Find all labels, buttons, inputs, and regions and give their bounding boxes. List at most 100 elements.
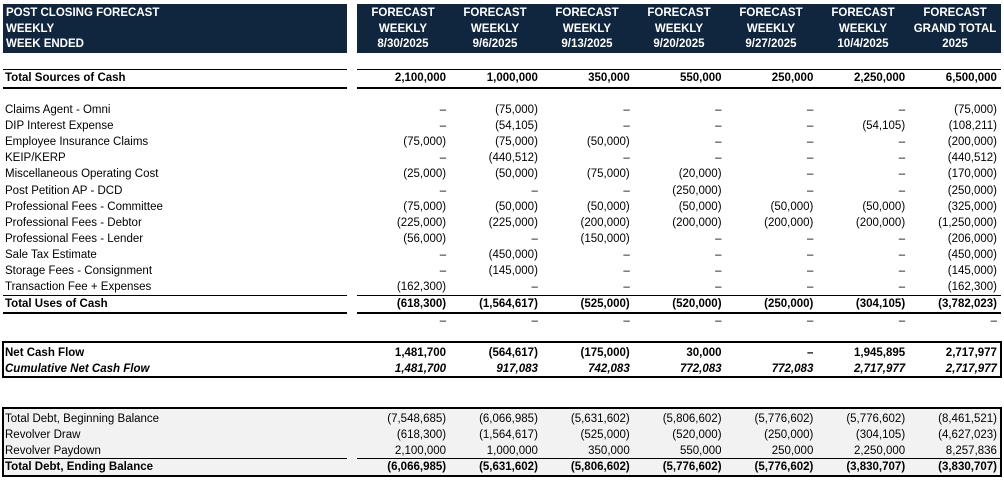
- cell-value: –: [623, 281, 630, 294]
- column-header: FORECAST WEEKLY 9/6/2025: [449, 4, 541, 53]
- cell-value: (1,564,617): [479, 429, 538, 441]
- cell-value: (520,000): [672, 298, 722, 310]
- cell-value: –: [531, 232, 538, 245]
- debt-row: Total Debt, Beginning Balance (7,548,685)…: [3, 411, 1001, 427]
- divider: [357, 295, 1001, 296]
- column-header-line: WEEKLY: [746, 22, 796, 35]
- cell-value: (304,105): [855, 429, 906, 441]
- cell-value: (75,000): [403, 136, 447, 149]
- row-label: Post Petition AP - DCD: [5, 184, 123, 197]
- cell-value: (54,105): [862, 120, 906, 133]
- cell-value: 1,481,700: [394, 347, 447, 359]
- cell-value: –: [623, 248, 630, 261]
- cell-value: –: [806, 104, 814, 116]
- cell-value: –: [898, 265, 906, 277]
- cell-value: 550,000: [679, 445, 722, 457]
- cell-value: –: [715, 315, 722, 327]
- column-header: FORECAST WEEKLY 9/27/2025: [725, 4, 817, 53]
- row-label: Net Cash Flow: [5, 347, 85, 359]
- cell-value: –: [898, 104, 906, 116]
- cell-value: (250,000): [672, 184, 722, 197]
- cell-value: (525,000): [580, 429, 630, 441]
- cell-value: (108,211): [948, 120, 997, 133]
- cell-value: –: [990, 315, 997, 327]
- uses-row: Sale Tax Estimate – (450,000) – – – – (450,000): [3, 247, 1001, 263]
- cell-value: –: [898, 281, 906, 294]
- cell-value: (206,000): [947, 232, 997, 245]
- column-header-line: WEEKLY: [838, 22, 888, 35]
- row-label: Storage Fees - Consignment: [5, 265, 153, 277]
- cell-value: 2,100,000: [394, 72, 447, 84]
- cell-value: (225,000): [396, 216, 447, 229]
- cell-value: (5,631,602): [570, 413, 630, 425]
- cell-value: –: [806, 315, 814, 327]
- cell-value: –: [898, 232, 906, 245]
- row-label: Sale Tax Estimate: [5, 248, 97, 261]
- header-title-block: POST CLOSING FORECAST WEEKLY WEEK ENDED: [3, 4, 347, 53]
- cell-value: –: [898, 168, 906, 181]
- cell-value: (618,300): [396, 429, 447, 441]
- column-header: FORECAST WEEKLY 9/13/2025: [541, 4, 633, 53]
- cell-value: –: [715, 281, 722, 294]
- column-header-line: 9/6/2025: [472, 38, 518, 50]
- column-header: FORECAST GRAND TOTAL 2025: [909, 4, 1001, 53]
- cell-value: (200,000): [672, 216, 722, 229]
- divider: [3, 458, 347, 459]
- cell-value: –: [898, 152, 906, 165]
- cell-value: –: [898, 315, 906, 327]
- cell-value: 1,000,000: [486, 72, 538, 84]
- cell-value: –: [531, 315, 538, 327]
- row-label: Claims Agent - Omni: [5, 104, 111, 116]
- header-columns: FORECAST WEEKLY 8/30/2025 FORECAST WEEKLY 9/6…: [357, 4, 1001, 53]
- cell-value: –: [898, 136, 906, 149]
- cell-value: –: [806, 184, 814, 197]
- column-header-line: WEEKLY: [378, 22, 428, 35]
- cell-value: (162,300): [947, 281, 997, 294]
- cell-value: –: [439, 315, 447, 327]
- column-header-line: GRAND TOTAL: [913, 22, 997, 35]
- cell-value: –: [806, 168, 814, 181]
- row-label: Miscellaneous Operating Cost: [5, 168, 159, 181]
- column-header: FORECAST WEEKLY 10/4/2025: [817, 4, 909, 53]
- cell-value: –: [623, 120, 630, 133]
- cell-value: 772,083: [771, 363, 814, 375]
- cell-value: 250,000: [771, 72, 814, 84]
- cell-value: –: [898, 248, 906, 261]
- cell-value: –: [806, 281, 814, 294]
- cell-value: –: [439, 184, 447, 197]
- cell-value: (50,000): [495, 168, 538, 181]
- debt-ending-row: Total Debt, Ending Balance (6,066,985) (5,…: [3, 459, 1001, 475]
- cell-value: (3,830,707): [846, 461, 906, 473]
- cell-value: –: [439, 152, 447, 165]
- cell-value: (145,000): [488, 265, 538, 277]
- cell-value: –: [806, 232, 814, 245]
- net-cash-flow-row: Net Cash Flow 1,481,700 (564,617) (175,000)…: [3, 345, 1001, 361]
- cell-value: 2,717,977: [945, 347, 997, 359]
- cell-value: (525,000): [580, 298, 630, 310]
- uses-row: Professional Fees - Committee (75,000) (50…: [3, 199, 1001, 215]
- divider: [3, 295, 347, 296]
- uses-row: Claims Agent - Omni – (75,000) – – – – (75,000): [3, 102, 1001, 118]
- cell-value: (5,776,602): [662, 461, 722, 473]
- column-header: FORECAST WEEKLY 9/20/2025: [633, 4, 725, 53]
- cell-value: –: [806, 136, 814, 149]
- cell-value: (450,000): [488, 248, 538, 261]
- cell-value: (25,000): [403, 168, 447, 181]
- cell-value: –: [715, 152, 722, 165]
- cell-value: (8,461,521): [938, 413, 997, 425]
- cell-value: (75,000): [495, 136, 538, 149]
- header-title: POST CLOSING FORECAST: [6, 7, 160, 19]
- divider: [357, 87, 1001, 89]
- cell-value: (50,000): [770, 200, 814, 213]
- cumulative-net-cash-flow-row: Cumulative Net Cash Flow 1,481,700 917,083…: [3, 361, 1001, 377]
- cell-value: 2,717,977: [853, 363, 906, 375]
- cell-value: (75,000): [403, 200, 447, 213]
- cell-value: (175,000): [580, 347, 630, 359]
- cell-value: 2,250,000: [853, 72, 906, 84]
- check-row: – – – – – – –: [3, 313, 1001, 329]
- cell-value: (50,000): [495, 200, 538, 213]
- cell-value: –: [623, 315, 630, 327]
- row-label: Total Debt, Beginning Balance: [5, 413, 160, 425]
- cell-value: 350,000: [588, 445, 630, 457]
- cell-value: –: [806, 347, 814, 359]
